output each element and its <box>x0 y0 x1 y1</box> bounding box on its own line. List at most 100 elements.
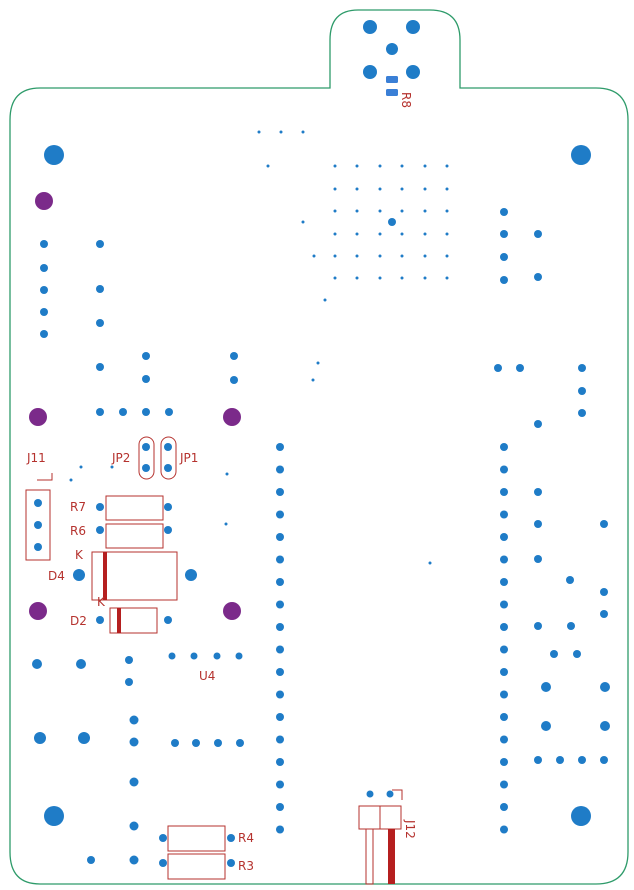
pad <box>96 240 104 248</box>
top-connector-pads <box>363 20 420 79</box>
jp2-jumper <box>138 436 155 480</box>
pad <box>276 533 284 541</box>
pad <box>500 645 508 654</box>
jp1-label: JP1 <box>179 451 198 465</box>
via <box>69 478 73 482</box>
via <box>400 254 404 258</box>
via <box>428 561 432 565</box>
pad <box>600 588 608 596</box>
pad <box>276 443 284 451</box>
via <box>257 130 261 134</box>
pad <box>96 503 104 511</box>
via <box>110 465 114 469</box>
pad <box>600 721 610 731</box>
via <box>333 232 337 236</box>
pad <box>40 286 48 294</box>
via <box>400 164 404 168</box>
pad <box>600 610 608 618</box>
via <box>312 254 316 258</box>
via <box>333 164 337 168</box>
pad <box>500 533 508 541</box>
via <box>378 232 382 236</box>
pad <box>34 521 42 529</box>
pad <box>96 616 104 624</box>
pad <box>164 503 172 511</box>
pad <box>500 623 508 631</box>
via <box>423 164 427 168</box>
pad <box>276 488 284 496</box>
pad <box>34 543 42 551</box>
pad <box>534 555 542 563</box>
pad <box>125 656 133 664</box>
pad <box>500 713 508 721</box>
pad <box>276 645 284 654</box>
pad <box>142 375 150 383</box>
pad <box>276 713 284 721</box>
pad <box>600 756 608 764</box>
pad <box>190 652 198 660</box>
jp2-label: JP2 <box>111 451 130 465</box>
pad <box>388 218 396 226</box>
via <box>224 522 228 526</box>
pad <box>129 715 139 725</box>
via <box>333 187 337 191</box>
via <box>355 276 359 280</box>
r4-resistor <box>167 825 226 852</box>
pad <box>164 616 172 624</box>
via <box>445 254 449 258</box>
pad <box>129 821 139 831</box>
pad <box>213 652 221 660</box>
via <box>400 209 404 213</box>
pad <box>500 555 508 564</box>
pad <box>96 408 104 416</box>
pad <box>276 668 284 676</box>
pad <box>235 652 243 660</box>
via <box>378 254 382 258</box>
pad <box>276 555 284 564</box>
pad <box>534 520 542 528</box>
pad <box>500 758 508 766</box>
pad <box>494 364 502 372</box>
pad <box>129 777 139 787</box>
r8-label: R8 <box>399 92 413 108</box>
pad <box>500 208 508 216</box>
pad <box>76 659 86 669</box>
pad <box>534 420 542 428</box>
pad <box>40 330 48 338</box>
d4-label: D4 <box>48 569 65 583</box>
mounting-pads <box>44 145 591 826</box>
r8-smd <box>386 76 398 96</box>
pad <box>600 520 608 528</box>
pad <box>159 834 167 842</box>
pad <box>276 758 284 766</box>
pad <box>96 363 104 371</box>
via <box>225 472 229 476</box>
via <box>378 209 382 213</box>
pad <box>534 622 542 630</box>
pad <box>129 737 139 747</box>
via <box>266 164 270 168</box>
pad <box>578 756 586 764</box>
pad <box>500 735 508 744</box>
pad <box>500 253 508 261</box>
pad <box>600 682 610 692</box>
pad <box>230 376 238 384</box>
via <box>423 276 427 280</box>
pad <box>516 364 524 372</box>
via <box>311 378 315 382</box>
pad <box>129 855 139 865</box>
pad <box>500 600 508 609</box>
pad <box>276 600 284 609</box>
pad <box>541 721 551 731</box>
pad <box>567 622 575 630</box>
pad <box>164 443 172 451</box>
pad <box>276 825 284 834</box>
pad <box>34 499 42 507</box>
via <box>323 298 327 302</box>
via <box>333 254 337 258</box>
jp1-jumper <box>160 436 177 480</box>
pad <box>142 464 150 472</box>
via <box>333 209 337 213</box>
via <box>301 220 305 224</box>
pad <box>73 569 85 581</box>
